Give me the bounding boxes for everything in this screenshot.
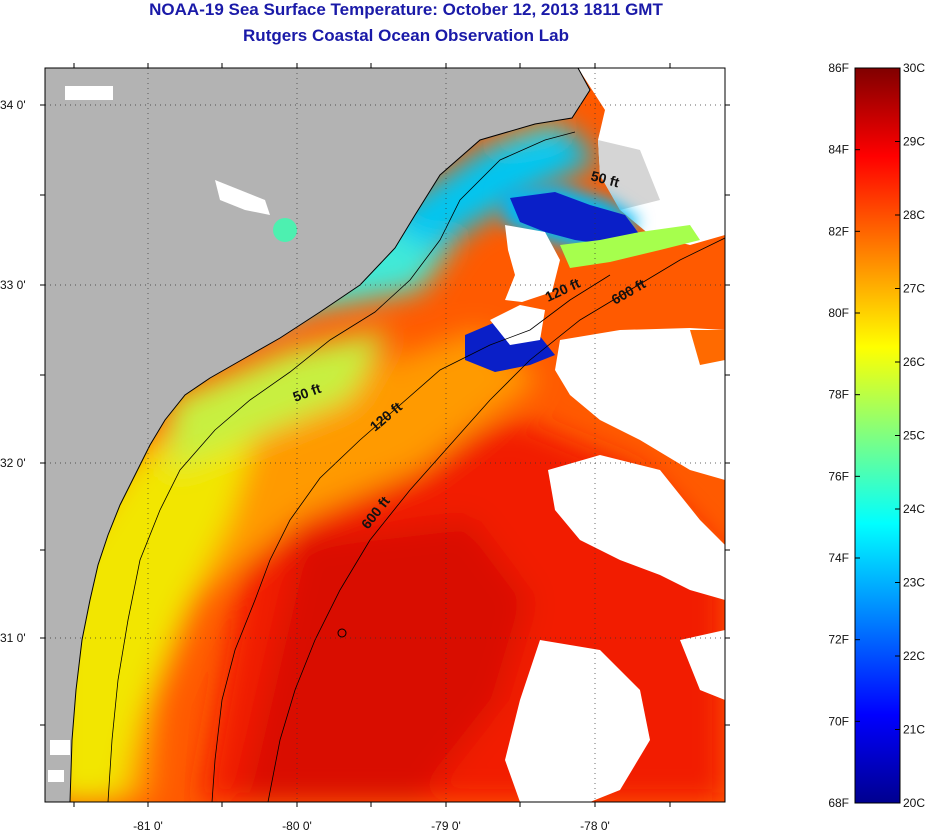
map-area: [45, 68, 725, 802]
colorbar-label-c: 25C: [903, 429, 925, 443]
colorbar-label-f: 82F: [828, 224, 849, 238]
bathymetry-contours: [107, 131, 725, 802]
colorbar-label-c: 26C: [903, 355, 925, 369]
x-tick-label: -79 0': [431, 819, 461, 832]
cold-patch: [510, 192, 640, 245]
colorbar-label-f: 76F: [828, 469, 849, 483]
axis-ticks: [40, 63, 730, 807]
colorbar-label-c: 24C: [903, 502, 925, 516]
colorbar-label-c: 27C: [903, 282, 925, 296]
colorbar-label-c: 20C: [903, 796, 925, 810]
colorbar-label-f: 84F: [828, 143, 849, 157]
colorbar-label-c: 30C: [903, 61, 925, 75]
colorbar-label-f: 78F: [828, 388, 849, 402]
colorbar-label-f: 72F: [828, 633, 849, 647]
x-tick-label: -81 0': [133, 819, 163, 832]
map-subtitle: Rutgers Coastal Ocean Observation Lab: [243, 26, 569, 45]
colorbar-label-c: 22C: [903, 649, 925, 663]
colorbar-label-c: 28C: [903, 208, 925, 222]
contour-label: 50 ft: [589, 167, 621, 190]
contour-50ft: [107, 131, 576, 802]
colorbar-label-c: 23C: [903, 576, 925, 590]
x-tick-label: -80 0': [282, 819, 312, 832]
land-cape: [598, 140, 660, 210]
colorbar-label-c: 21C: [903, 723, 925, 737]
cloud-mid-1: [505, 225, 560, 302]
y-tick-label: 32 0': [0, 456, 26, 470]
contour-120ft: [211, 274, 611, 802]
y-tick-label: 34 0': [0, 98, 26, 112]
colorbar-gradient: [854, 67, 901, 804]
land-mass: [45, 68, 590, 802]
buoy-marker: [337, 628, 347, 638]
colorbar-label-c: 29C: [903, 135, 925, 149]
map-frame: [44, 67, 726, 803]
colorbar-label-f: 70F: [828, 714, 849, 728]
cloud-east-1: [555, 328, 725, 480]
colorbar-label-f: 80F: [828, 306, 849, 320]
cloud-south: [505, 640, 650, 802]
colorbar-label-f: 74F: [828, 551, 849, 565]
graticule: [45, 68, 725, 802]
y-tick-label: 31 0': [0, 631, 26, 645]
contour-600ft: [267, 237, 725, 802]
cloud-east-2: [548, 455, 725, 600]
map-title: NOAA-19 Sea Surface Temperature: October…: [149, 0, 663, 19]
colorbar: 86F 84F 82F 80F 78F 76F 74F 72F 70F 68F 30C 29C 28C 2…: [828, 61, 925, 810]
coastline: [69, 67, 591, 803]
colorbar-label-f: 68F: [828, 796, 849, 810]
x-tick-label: -78 0': [580, 819, 610, 832]
y-tick-label: 33 0': [0, 278, 26, 292]
colorbar-label-f: 86F: [828, 61, 849, 75]
